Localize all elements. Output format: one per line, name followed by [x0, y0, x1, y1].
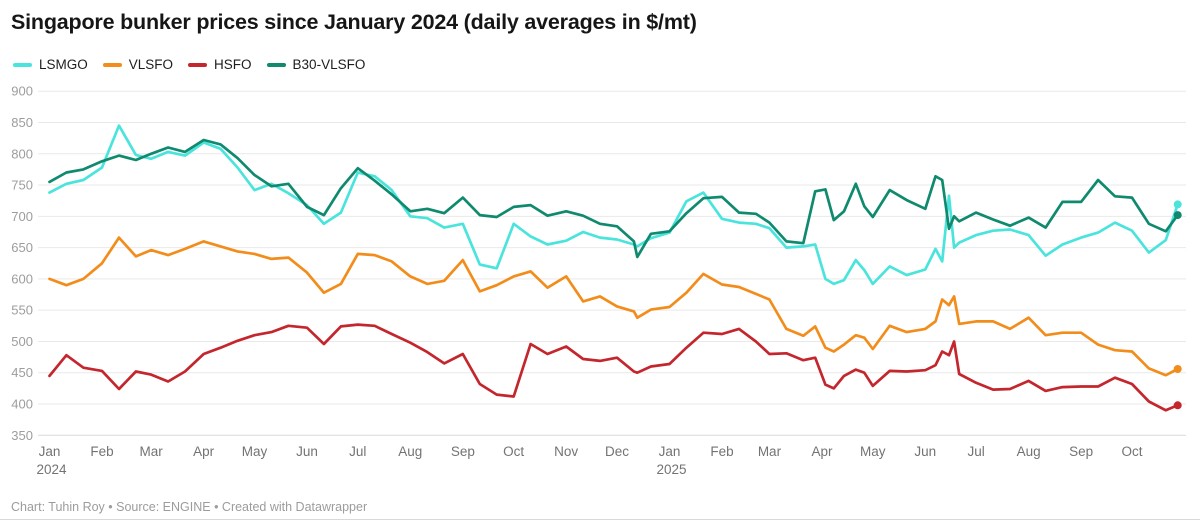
legend-item-b30-vlsfo: B30-VLSFO: [266, 57, 366, 72]
y-tick-label-750: 750: [11, 178, 33, 193]
y-tick-label-800: 800: [11, 146, 33, 161]
y-tick-label-600: 600: [11, 271, 33, 286]
chart-title: Singapore bunker prices since January 20…: [11, 10, 697, 34]
x-tick-label-nov-2024: Nov: [554, 444, 578, 459]
y-tick-label-550: 550: [11, 303, 33, 318]
x-tick-label-feb-2025: Feb: [710, 444, 733, 459]
y-tick-label-350: 350: [11, 428, 33, 443]
series-line-hsfo[interactable]: [48, 323, 1180, 412]
x-tick-label-oct-2024: Oct: [503, 444, 524, 459]
legend-label-lsmgo: LSMGO: [39, 57, 88, 72]
x-tick-label-mar-2025: Mar: [758, 444, 782, 459]
legend-swatch-b30-vlsfo: [266, 62, 286, 67]
x-tick-label-apr-2024: Apr: [193, 444, 215, 459]
x-tick-label-may-2025: May: [860, 444, 886, 459]
y-tick-label-700: 700: [11, 209, 33, 224]
x-tick-label-aug-2025: Aug: [1017, 444, 1041, 459]
series-line-vlsfo[interactable]: [48, 236, 1180, 377]
x-tick-label-jul-2024: Jul: [349, 444, 366, 459]
legend-item-vlsfo: VLSFO: [102, 57, 174, 72]
x-tick-label-sep-2024: Sep: [451, 444, 475, 459]
x-tick-label-aug-2024: Aug: [398, 444, 422, 459]
x-tick-label-oct-2025: Oct: [1121, 444, 1142, 459]
legend-label-hsfo: HSFO: [214, 57, 252, 72]
x-tick-label-sep-2025: Sep: [1069, 444, 1093, 459]
x-tick-label-jan-2025: Jan: [659, 444, 681, 459]
x-tick-label-feb-2024: Feb: [90, 444, 113, 459]
y-tick-label-850: 850: [11, 115, 33, 130]
legend-item-hsfo: HSFO: [188, 57, 252, 72]
series-end-dot-hsfo: [1173, 401, 1182, 410]
y-tick-label-450: 450: [11, 365, 33, 380]
series-end-dot-vlsfo: [1173, 365, 1182, 373]
x-year-label-2024: 2024: [36, 462, 67, 477]
series-line-lsmgo[interactable]: [48, 124, 1180, 286]
x-tick-label-may-2024: May: [242, 444, 268, 459]
chart-footer: Chart: Tuhin Roy • Source: ENGINE • Crea…: [11, 500, 368, 514]
y-tick-label-900: 900: [11, 84, 33, 99]
bottom-divider: [0, 519, 1200, 520]
legend-swatch-vlsfo: [102, 62, 122, 67]
x-tick-label-jun-2024: Jun: [296, 444, 318, 459]
series-end-dot-b30-vlsfo: [1173, 211, 1182, 220]
legend-item-lsmgo: LSMGO: [13, 57, 88, 72]
x-tick-label-dec-2024: Dec: [605, 444, 629, 459]
x-tick-label-jan-2024: Jan: [39, 444, 61, 459]
x-tick-label-jun-2025: Jun: [914, 444, 936, 459]
x-tick-label-mar-2024: Mar: [140, 444, 164, 459]
legend-label-vlsfo: VLSFO: [128, 57, 174, 72]
legend-swatch-lsmgo: [13, 62, 32, 67]
legend-swatch-hsfo: [188, 62, 208, 67]
chart-legend: LSMGO VLSFO HSFO B30-VLSFO: [13, 57, 365, 72]
series-line-b30-vlsfo[interactable]: [48, 138, 1180, 259]
legend-label-b30-vlsfo: B30-VLSFO: [292, 57, 366, 72]
y-tick-label-650: 650: [11, 240, 33, 255]
y-tick-label-400: 400: [11, 397, 33, 412]
x-year-label-2025: 2025: [656, 462, 686, 477]
x-tick-label-apr-2025: Apr: [811, 444, 833, 459]
y-tick-label-500: 500: [11, 334, 33, 349]
x-tick-label-jul-2025: Jul: [967, 444, 984, 459]
series-end-dot-lsmgo: [1173, 200, 1182, 209]
